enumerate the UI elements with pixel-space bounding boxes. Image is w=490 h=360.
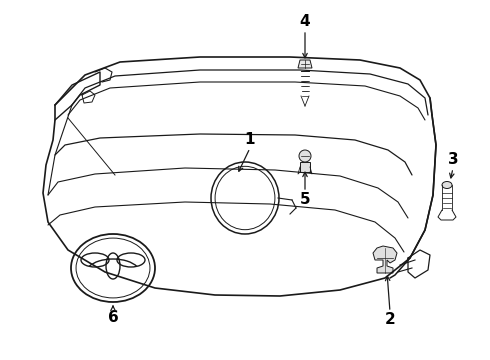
Polygon shape bbox=[298, 60, 312, 68]
Text: 3: 3 bbox=[448, 153, 458, 167]
Circle shape bbox=[299, 150, 311, 162]
Polygon shape bbox=[300, 162, 310, 172]
Text: 5: 5 bbox=[300, 193, 310, 207]
Ellipse shape bbox=[442, 181, 452, 189]
Text: 6: 6 bbox=[108, 310, 119, 325]
Text: 4: 4 bbox=[300, 14, 310, 30]
Text: 2: 2 bbox=[385, 312, 395, 328]
Polygon shape bbox=[373, 246, 397, 273]
Text: 1: 1 bbox=[245, 132, 255, 148]
